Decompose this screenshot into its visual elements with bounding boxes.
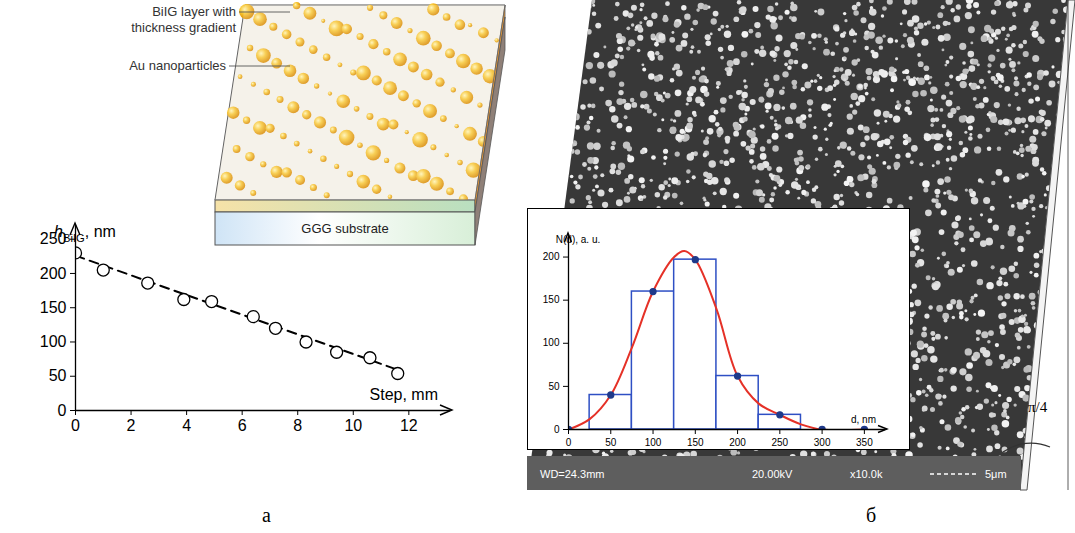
svg-text:d, nm: d, nm [851, 414, 876, 425]
svg-text:200: 200 [543, 251, 560, 262]
svg-text:BiIG layer withthickness gradi: BiIG layer withthickness gradient [131, 4, 236, 35]
svg-text:Step, mm: Step, mm [370, 386, 438, 403]
svg-text:300: 300 [814, 437, 831, 448]
svg-text:а: а [262, 504, 271, 526]
svg-text:x10.0k: x10.0k [850, 468, 883, 480]
svg-text:0: 0 [58, 402, 67, 419]
svg-text:hBiIG, nm: hBiIG, nm [54, 223, 116, 244]
svg-text:50: 50 [548, 381, 560, 392]
svg-text:GGG substrate: GGG substrate [301, 221, 388, 236]
svg-text:0: 0 [554, 424, 560, 435]
svg-text:5μm: 5μm [985, 468, 1007, 480]
svg-text:20.00kV: 20.00kV [752, 468, 793, 480]
svg-text:WD=24.3mm: WD=24.3mm [540, 468, 605, 480]
svg-text:Au nanoparticles: Au nanoparticles [129, 58, 226, 73]
svg-text:200: 200 [40, 265, 67, 282]
svg-text:150: 150 [40, 299, 67, 316]
svg-text:50: 50 [605, 437, 617, 448]
svg-text:4: 4 [182, 417, 191, 434]
svg-text:0: 0 [71, 417, 80, 434]
svg-text:100: 100 [40, 333, 67, 350]
svg-text:200: 200 [729, 437, 746, 448]
svg-text:N(d), a. u.: N(d), a. u. [556, 234, 600, 245]
svg-text:250: 250 [771, 437, 788, 448]
svg-text:12: 12 [400, 417, 418, 434]
svg-text:350: 350 [856, 437, 873, 448]
svg-text:0: 0 [566, 437, 572, 448]
svg-text:2: 2 [127, 417, 136, 434]
svg-text:π/4: π/4 [1028, 399, 1048, 415]
svg-text:100: 100 [645, 437, 662, 448]
svg-text:6: 6 [238, 417, 247, 434]
svg-text:150: 150 [687, 437, 704, 448]
svg-text:150: 150 [543, 294, 560, 305]
svg-text:8: 8 [293, 417, 302, 434]
svg-text:б: б [866, 504, 876, 526]
svg-text:50: 50 [49, 367, 67, 384]
svg-text:100: 100 [543, 337, 560, 348]
svg-text:10: 10 [344, 417, 362, 434]
